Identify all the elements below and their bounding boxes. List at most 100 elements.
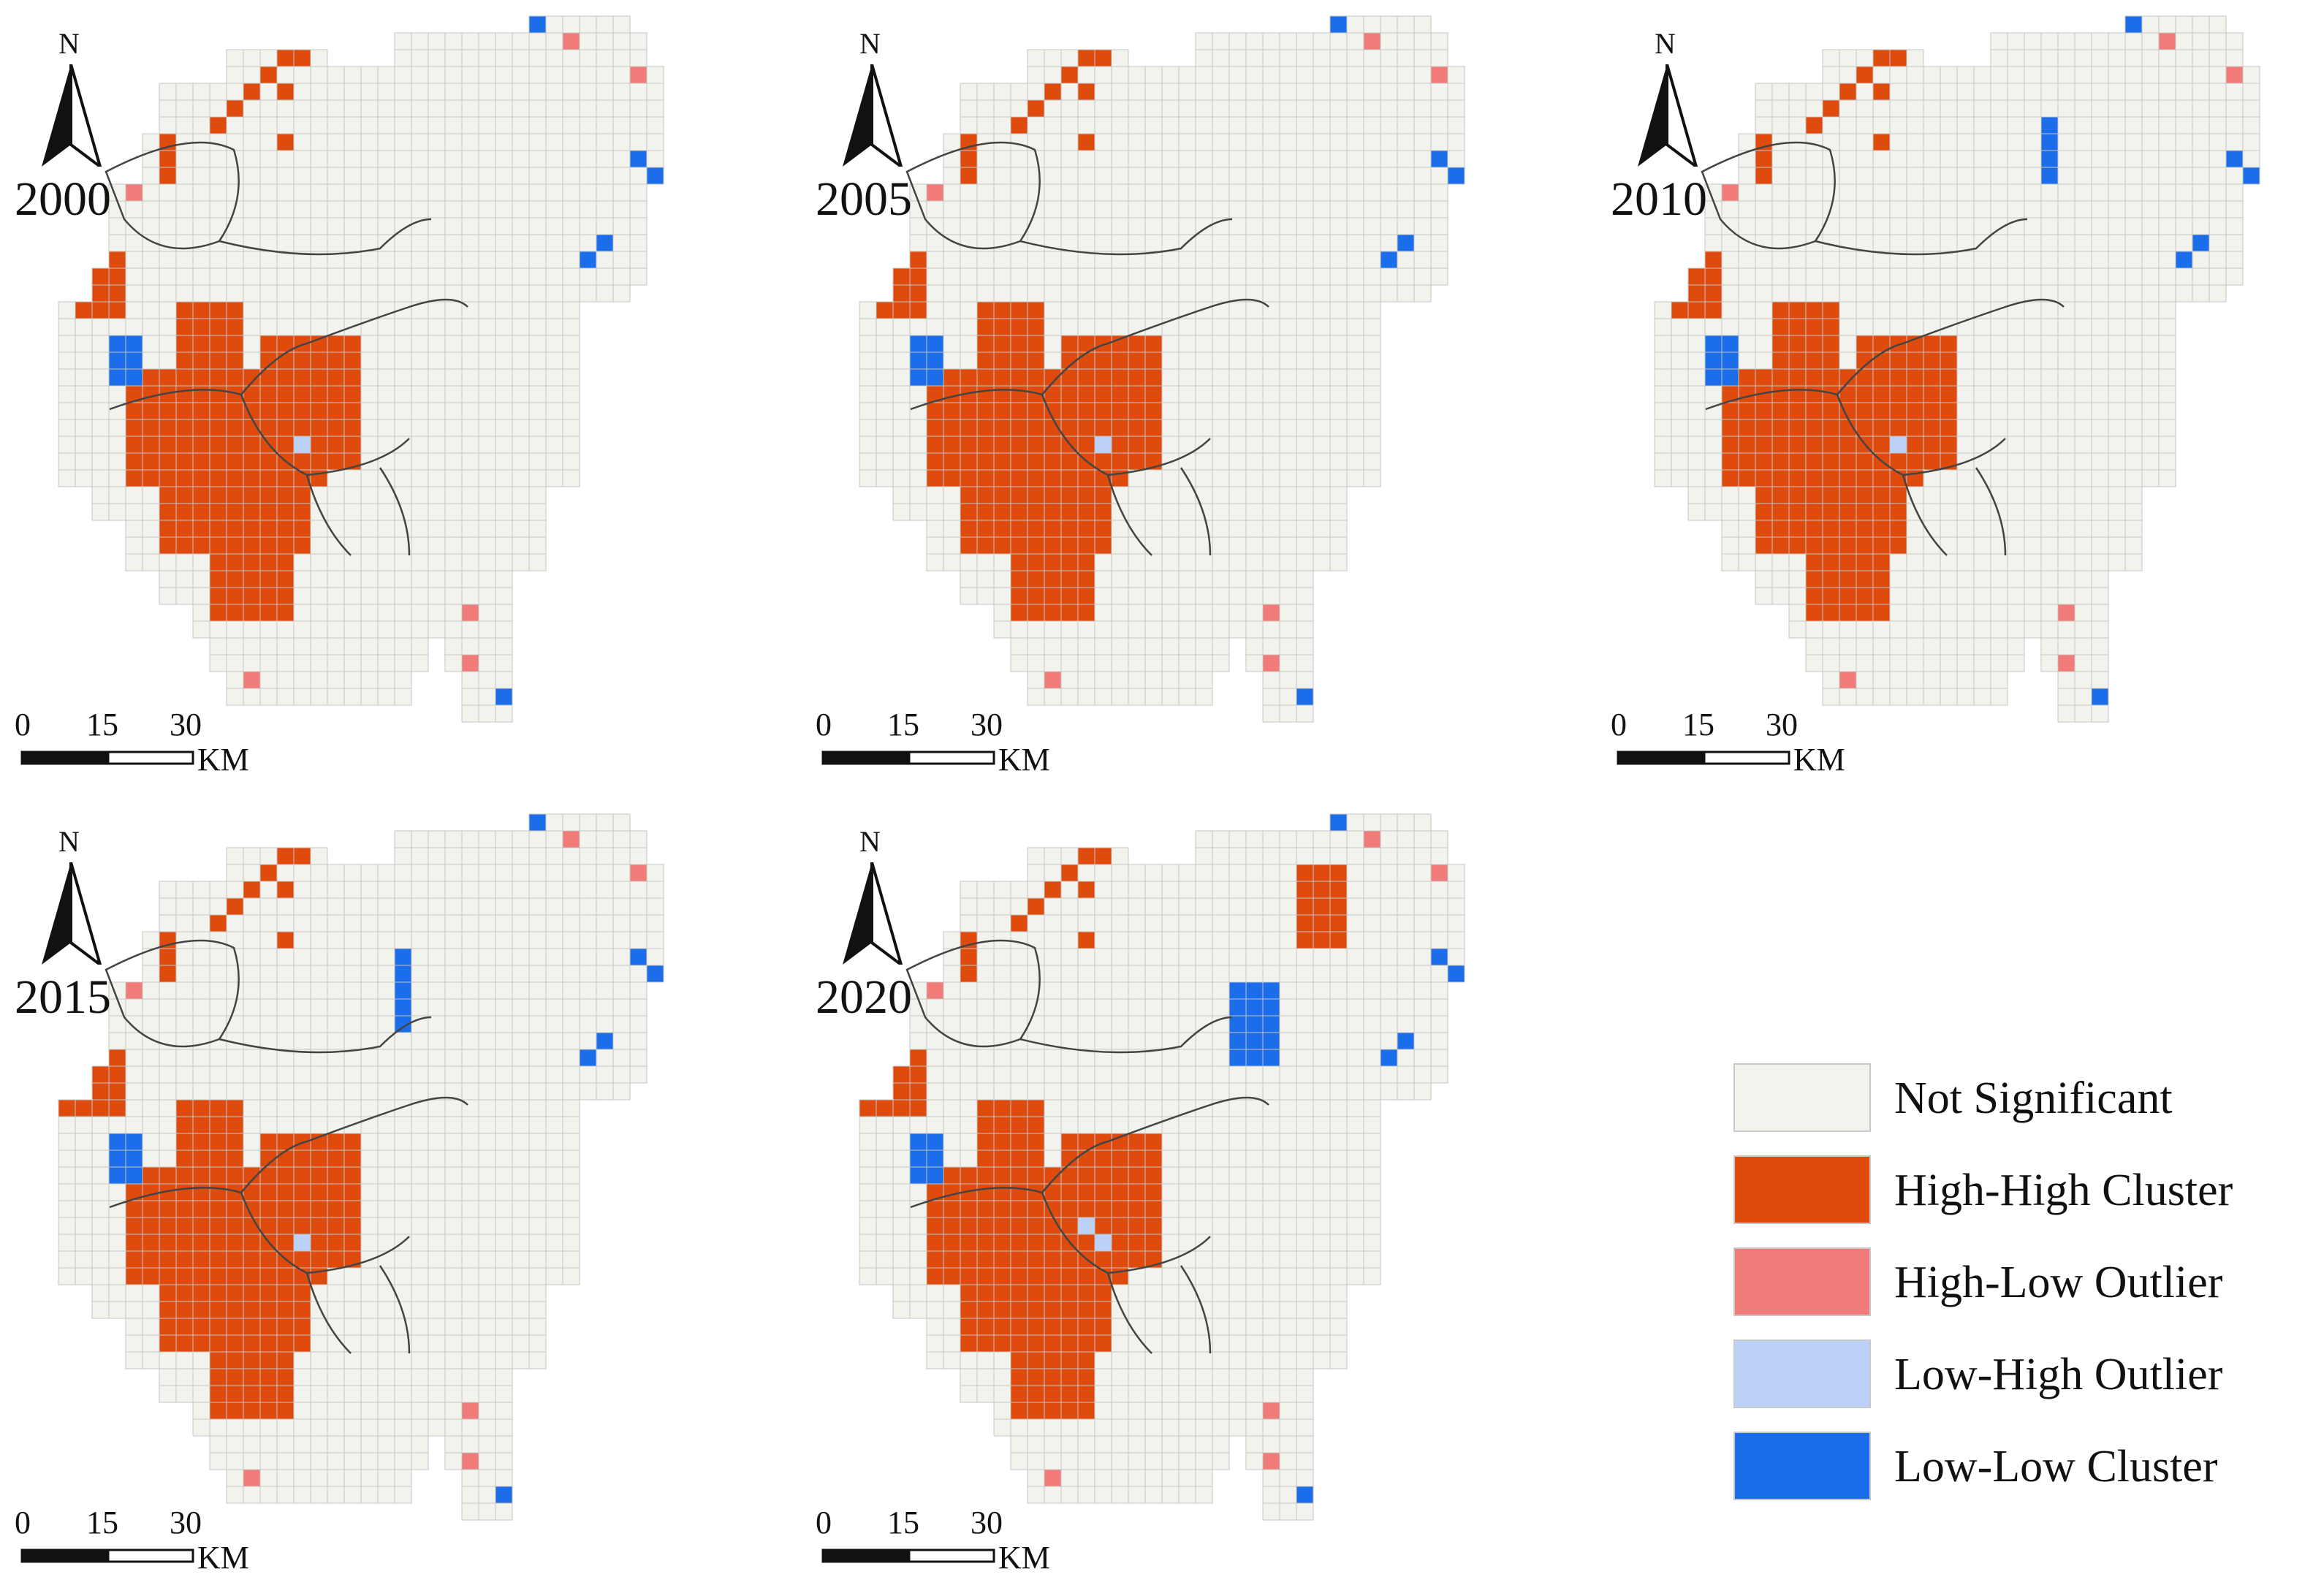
grid-cell (1839, 486, 1857, 504)
grid-cell (495, 536, 513, 555)
grid-cell (892, 469, 911, 487)
grid-cell (1027, 217, 1045, 235)
grid-cell (528, 83, 547, 101)
grid-cell (1906, 520, 1924, 538)
grid-cell (2108, 284, 2126, 303)
grid-cell (478, 654, 496, 672)
grid-cell (259, 335, 278, 353)
grid-cell (1313, 66, 1331, 84)
grid-cell (2040, 469, 2059, 487)
grid-cell (2074, 352, 2092, 370)
grid-cell (2108, 318, 2126, 336)
grid-cell (1906, 318, 1924, 336)
grid-cell (1380, 133, 1398, 151)
grid-cell (1212, 1032, 1230, 1050)
grid-cell (1889, 654, 1907, 672)
grid-cell (159, 419, 177, 437)
grid-cell (960, 402, 978, 420)
grid-cell (226, 1150, 244, 1168)
grid-cell (2158, 234, 2176, 252)
grid-cell (1956, 587, 1975, 605)
grid-cell (579, 981, 597, 1000)
grid-cell (478, 688, 496, 706)
grid-cell (1144, 368, 1163, 387)
grid-cell (1380, 1065, 1398, 1084)
grid-cell (259, 385, 278, 403)
grid-cell (142, 267, 160, 286)
grid-cell (259, 553, 278, 571)
grid-cell (512, 385, 530, 403)
grid-cell (1262, 688, 1280, 706)
grid-cell (976, 452, 995, 471)
grid-cell (108, 1150, 126, 1168)
grid-cell (909, 352, 927, 370)
grid-cell (2091, 536, 2109, 555)
grid-cell (1973, 133, 1991, 151)
grid-cell (108, 1032, 126, 1050)
grid-cell (1687, 486, 1706, 504)
grid-cell (2124, 133, 2143, 151)
grid-cell (175, 83, 194, 101)
grid-cell (159, 948, 177, 966)
grid-cell (976, 251, 995, 269)
grid-cell (1296, 847, 1314, 865)
grid-cell (1144, 1015, 1163, 1033)
grid-cell (1111, 847, 1129, 865)
grid-cell (629, 847, 647, 865)
grid-cell (394, 671, 412, 689)
grid-cell (394, 1452, 412, 1470)
grid-cell (343, 1015, 362, 1033)
grid-cell (1856, 671, 1874, 689)
grid-cell (1872, 267, 1891, 286)
grid-cell (243, 150, 261, 168)
grid-cell (2007, 385, 2025, 403)
grid-cell (579, 864, 597, 882)
grid-cell (1195, 167, 1213, 185)
grid-cell (1178, 1015, 1196, 1033)
grid-cell (1788, 436, 1807, 454)
grid-cell (478, 49, 496, 67)
grid-cell (1060, 536, 1079, 555)
grid-cell (444, 436, 463, 454)
grid-cell (1872, 587, 1891, 605)
grid-cell (1094, 301, 1112, 319)
grid-cell (1245, 469, 1264, 487)
grid-cell (1329, 402, 1348, 420)
grid-cell (461, 217, 479, 235)
grid-cell (1144, 965, 1163, 983)
grid-cell (1245, 318, 1264, 336)
grid-cell (478, 251, 496, 269)
grid-cell (1738, 150, 1756, 168)
grid-cell (394, 49, 412, 67)
grid-cell (528, 1301, 547, 1319)
grid-cell (1380, 49, 1398, 67)
grid-cell (1027, 1049, 1045, 1067)
grid-cell (125, 1065, 143, 1084)
grid-cell (293, 183, 311, 202)
grid-cell (360, 1015, 379, 1033)
grid-cell (2158, 183, 2176, 202)
grid-cell (461, 1250, 479, 1269)
grid-cell (2091, 704, 2109, 723)
grid-cell (1313, 981, 1331, 1000)
grid-cell (1363, 436, 1381, 454)
grid-cell (2108, 167, 2126, 185)
grid-cell (993, 965, 1011, 983)
grid-cell (159, 251, 177, 269)
grid-cell (1346, 981, 1364, 1000)
grid-cell (343, 604, 362, 622)
grid-cell (2141, 133, 2160, 151)
grid-cell (579, 881, 597, 899)
grid-cell (1906, 99, 1924, 118)
grid-cell (1228, 234, 1247, 252)
grid-cell (243, 1065, 261, 1084)
grid-cell (528, 1183, 547, 1201)
grid-cell (976, 217, 995, 235)
grid-cell (512, 1351, 530, 1369)
grid-cell (1839, 604, 1857, 622)
grid-cell (562, 200, 580, 218)
grid-cell (1128, 234, 1146, 252)
grid-cell (596, 981, 614, 1000)
grid-cell (1010, 335, 1028, 353)
grid-cell (495, 931, 513, 949)
